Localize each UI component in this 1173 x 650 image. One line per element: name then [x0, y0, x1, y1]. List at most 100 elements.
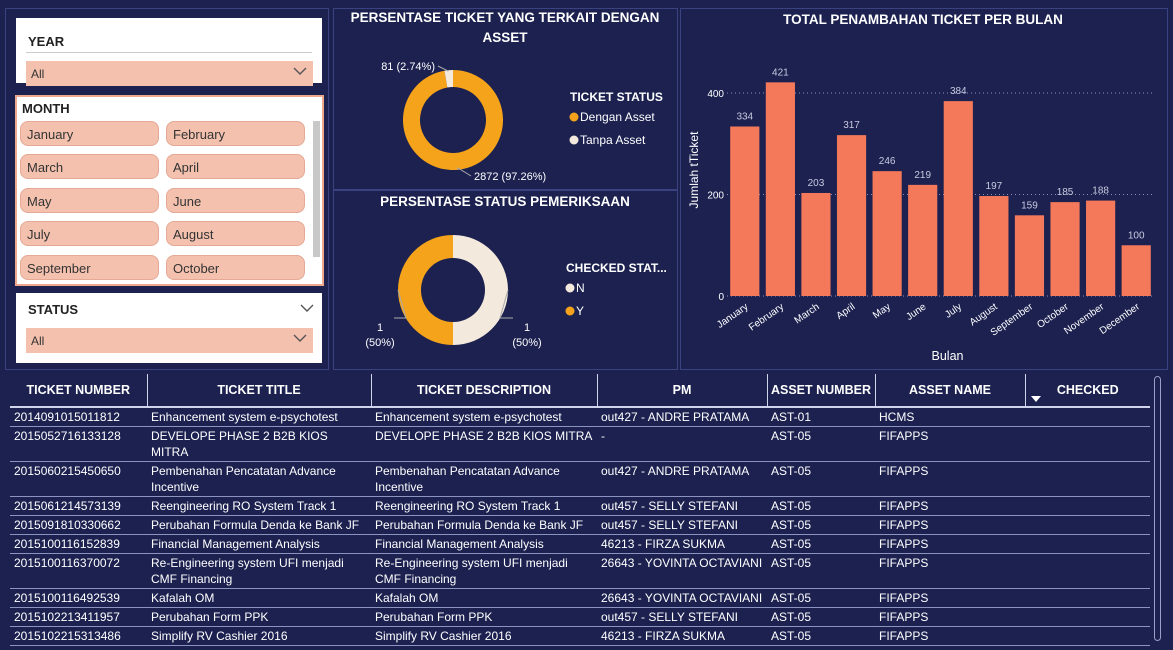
- table-cell: 26643 - YOVINTA OCTAVIANI: [597, 553, 767, 589]
- data-label: 197: [986, 181, 1003, 192]
- data-label: 203: [808, 178, 825, 189]
- table-cell: Enhancement system e-psychotest: [371, 407, 597, 427]
- table-cell: FIFAPPS: [875, 534, 1025, 554]
- table-cell: 26643 - YOVINTA OCTAVIANI: [597, 588, 767, 608]
- table-row[interactable]: 2015052716133128 DEVELOPE PHASE 2 B2B KIO…: [10, 426, 1150, 462]
- slicer-panel: YEAR All MONTH January February March April…: [5, 8, 329, 370]
- month-button[interactable]: February: [166, 121, 305, 146]
- bar: [979, 196, 1009, 296]
- table-cell: AST-05: [767, 515, 875, 535]
- leader-line: [456, 167, 472, 177]
- table-cell: FIFAPPS: [875, 426, 1025, 462]
- column-header[interactable]: ASSET NUMBER: [766, 374, 875, 408]
- month-slicer: MONTH January February March April May June Ju…: [15, 95, 324, 286]
- table-cell: FIFAPPS: [875, 496, 1025, 516]
- column-header[interactable]: TICKET TITLE: [146, 374, 371, 408]
- bar: [1014, 215, 1045, 296]
- data-label: 188: [1092, 186, 1109, 197]
- column-header[interactable]: PM: [596, 374, 767, 408]
- sort-arrow: [1031, 396, 1041, 402]
- data-label: 384: [950, 86, 967, 97]
- month-button[interactable]: August: [166, 221, 305, 247]
- table-cell: out427 - ANDRE PRATAMA: [597, 461, 767, 497]
- chart-title-box: PERSENTASE STATUS PEMERIKSAAN: [380, 194, 630, 209]
- chart-title: TOTAL PENAMBAHAN TICKET PER BULAN: [783, 12, 1063, 27]
- donut-slice: [398, 235, 453, 345]
- table-cell-empty: [1025, 645, 1150, 648]
- scrollbar[interactable]: [313, 121, 320, 257]
- legend-label: Dengan Asset: [580, 110, 655, 124]
- status-dropdown[interactable]: All: [26, 328, 313, 353]
- donut-slice: [453, 235, 508, 345]
- column-header[interactable]: TICKET DESCRIPTION: [370, 374, 597, 408]
- table-cell: FIFAPPS: [875, 461, 1025, 497]
- table-cell: AST-01: [767, 407, 875, 427]
- data-label: 1 (50%): [512, 322, 542, 349]
- month-button[interactable]: June: [166, 187, 305, 213]
- data-label: 81 (2.74%): [381, 61, 435, 73]
- month-button[interactable]: January: [20, 121, 159, 146]
- table-cell: Pembenahan Pencatatan Advance Incentive: [371, 461, 597, 497]
- header-text: CHECKED: [1056, 383, 1119, 397]
- divider: [26, 52, 312, 53]
- table-scrollbar[interactable]: [1154, 376, 1161, 641]
- table-cell-empty: [1025, 626, 1150, 646]
- table-row[interactable]: 2015100116370072 Re-Engineering system UF…: [10, 553, 1150, 589]
- month-button[interactable]: May: [20, 187, 159, 213]
- donut-slice: [403, 70, 504, 170]
- column-header[interactable]: ASSET NAME: [874, 374, 1025, 408]
- table-cell: Splitting Rate Roya: [371, 645, 597, 648]
- table-row[interactable]: 2015100116152839 Financial Management Ana…: [10, 534, 1150, 554]
- legend-swatch: [569, 135, 579, 145]
- table-row[interactable]: 2015061214573139 Reengineering RO System …: [10, 496, 1150, 516]
- legend-label: Y: [576, 304, 584, 318]
- bar: [801, 192, 831, 296]
- month-button[interactable]: October: [166, 254, 305, 280]
- chart-title: PERSENTASE STATUS PEMERIKSAAN: [380, 194, 630, 209]
- table-cell: FIFAPPS: [875, 553, 1025, 589]
- table-cell-empty: [1025, 496, 1150, 516]
- month-button[interactable]: April: [166, 154, 305, 180]
- table-row[interactable]: 2015060215450650 Pembenahan Pencatatan Ad…: [10, 461, 1150, 497]
- legend-swatch: [565, 306, 575, 316]
- sort-icon[interactable]: [1030, 395, 1042, 403]
- x-tick-label: December: [1098, 301, 1143, 337]
- table-cell: Simplify RV Cashier 2016: [147, 626, 371, 646]
- table-cell: 2015102213411957: [10, 607, 147, 627]
- table-cell: Splitting Rate Roya: [147, 645, 371, 648]
- table-cell-empty: [1025, 461, 1150, 497]
- table-cell: out427 - ANDRE PRATAMA: [597, 407, 767, 427]
- table-row[interactable]: 2015091810330662 Perubahan Formula Denda …: [10, 515, 1150, 535]
- table-row[interactable]: 2014091015011812 Enhancement system e-psy…: [10, 407, 1150, 427]
- table-cell: 2015102215313486: [10, 626, 147, 646]
- table-row[interactable]: 2015102213411957 Perubahan Form PPK Peruba…: [10, 607, 1150, 627]
- header-text: TICKET NUMBER: [26, 383, 130, 397]
- table-row[interactable]: 2015102215313486 Simplify RV Cashier 2016…: [10, 626, 1150, 646]
- status-slicer: STATUS All: [16, 293, 322, 363]
- leader-line: [437, 65, 450, 72]
- table-cell-empty: [1025, 426, 1150, 462]
- bar: [908, 184, 938, 296]
- table-cell: DEVELOPE PHASE 2 B2B KIOS MITRA: [147, 426, 371, 462]
- year-value: All: [31, 67, 45, 81]
- data-label: 1 (50%): [365, 322, 395, 349]
- column-header[interactable]: TICKET NUMBER: [10, 374, 147, 408]
- data-label: 185: [1057, 187, 1074, 198]
- bar: [872, 171, 902, 296]
- month-button[interactable]: March: [20, 154, 159, 180]
- table-cell: Perubahan Formula Denda ke Bank JF: [371, 515, 597, 535]
- month-button[interactable]: July: [20, 221, 159, 247]
- table-cell: 2014091015011812: [10, 407, 147, 427]
- year-dropdown[interactable]: All: [26, 61, 313, 86]
- month-button[interactable]: September: [20, 254, 159, 280]
- table-cell: Perubahan Form PPK: [371, 607, 597, 627]
- table-row[interactable]: 2015110609504497Splitting Rate RoyaSplit…: [10, 645, 1150, 648]
- x-axis-title: Bulan: [932, 349, 964, 363]
- table-cell: AST-05: [767, 534, 875, 554]
- y-axis-title: Jumlah tTicket: [687, 131, 701, 209]
- table-row[interactable]: 2015100116492539 Kafalah OM Kafalah OM 2664…: [10, 588, 1150, 608]
- chart-title-box: PERSENTASE TICKET YANG TERKAIT DENGAN AS…: [351, 10, 660, 45]
- column-header[interactable]: CHECKED: [1024, 374, 1150, 408]
- table-cell: 46213 - FIRZA SUKMA: [597, 534, 767, 554]
- table-cell: out457 - SELLY STEFANI: [597, 607, 767, 627]
